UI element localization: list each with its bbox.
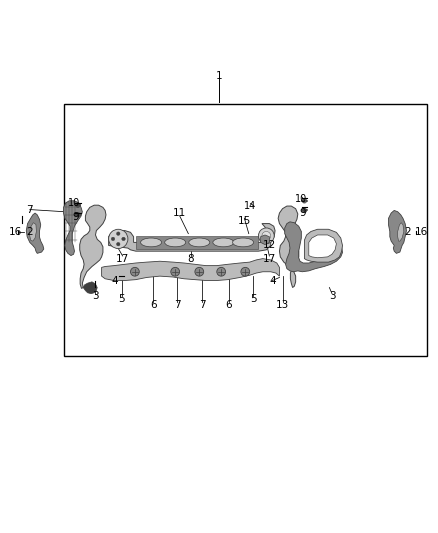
Text: 17: 17 xyxy=(116,254,129,264)
Text: 7: 7 xyxy=(199,300,206,310)
Polygon shape xyxy=(26,213,44,253)
Text: 14: 14 xyxy=(244,201,257,211)
Polygon shape xyxy=(29,223,36,241)
Text: 2: 2 xyxy=(26,228,33,237)
Text: 7: 7 xyxy=(26,205,33,215)
Circle shape xyxy=(109,229,128,248)
Text: 9: 9 xyxy=(72,213,79,222)
Ellipse shape xyxy=(213,238,234,247)
Polygon shape xyxy=(261,235,269,245)
Text: 5: 5 xyxy=(118,294,125,304)
Circle shape xyxy=(131,268,139,276)
Text: 12: 12 xyxy=(263,240,276,251)
Text: 16: 16 xyxy=(415,228,428,237)
Text: 8: 8 xyxy=(187,254,194,264)
Circle shape xyxy=(171,268,180,276)
Ellipse shape xyxy=(233,238,254,247)
Polygon shape xyxy=(285,222,343,272)
Text: 4: 4 xyxy=(111,276,118,286)
Text: 1: 1 xyxy=(215,71,223,81)
Polygon shape xyxy=(278,206,299,287)
Polygon shape xyxy=(102,259,279,280)
Ellipse shape xyxy=(189,238,210,247)
Text: 13: 13 xyxy=(276,300,289,310)
Polygon shape xyxy=(389,211,406,253)
Text: 4: 4 xyxy=(269,276,276,286)
Polygon shape xyxy=(309,235,336,258)
Text: 3: 3 xyxy=(328,291,336,301)
Circle shape xyxy=(117,243,120,246)
Text: 6: 6 xyxy=(150,300,157,310)
Circle shape xyxy=(262,231,271,240)
Text: 10: 10 xyxy=(295,193,307,204)
Text: 5: 5 xyxy=(250,294,257,304)
Text: 17: 17 xyxy=(263,254,276,264)
Text: 7: 7 xyxy=(174,300,181,310)
Circle shape xyxy=(122,237,125,241)
Text: 6: 6 xyxy=(225,300,232,310)
Text: 11: 11 xyxy=(173,208,186,218)
Polygon shape xyxy=(109,223,275,251)
Polygon shape xyxy=(304,229,343,262)
Text: 10: 10 xyxy=(68,198,81,208)
Circle shape xyxy=(195,268,204,276)
Circle shape xyxy=(217,268,226,276)
Circle shape xyxy=(117,232,120,236)
Polygon shape xyxy=(398,223,404,241)
Polygon shape xyxy=(80,205,106,288)
Text: 9: 9 xyxy=(300,208,307,218)
Ellipse shape xyxy=(165,238,186,247)
Ellipse shape xyxy=(141,238,162,247)
Text: 2: 2 xyxy=(404,228,411,237)
Circle shape xyxy=(241,268,250,276)
Bar xyxy=(64,104,427,356)
Polygon shape xyxy=(64,201,82,255)
Polygon shape xyxy=(83,282,97,294)
Text: 16: 16 xyxy=(9,228,22,237)
Text: 15: 15 xyxy=(238,215,251,225)
Circle shape xyxy=(111,237,115,241)
Circle shape xyxy=(258,228,274,244)
Polygon shape xyxy=(136,236,258,249)
Text: 3: 3 xyxy=(92,291,99,301)
